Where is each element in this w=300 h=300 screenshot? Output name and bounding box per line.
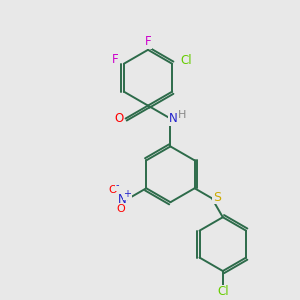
Text: N: N <box>118 193 127 206</box>
Text: H: H <box>178 110 187 120</box>
Text: Cl: Cl <box>217 285 229 298</box>
Text: -: - <box>116 180 119 190</box>
Text: +: + <box>123 189 131 199</box>
Text: O: O <box>114 112 123 125</box>
Text: F: F <box>145 35 151 48</box>
Text: S: S <box>213 191 221 204</box>
Text: Cl: Cl <box>180 54 192 67</box>
Text: F: F <box>112 53 118 66</box>
Text: O: O <box>116 204 125 214</box>
Text: N: N <box>169 112 178 125</box>
Text: O: O <box>108 185 117 195</box>
